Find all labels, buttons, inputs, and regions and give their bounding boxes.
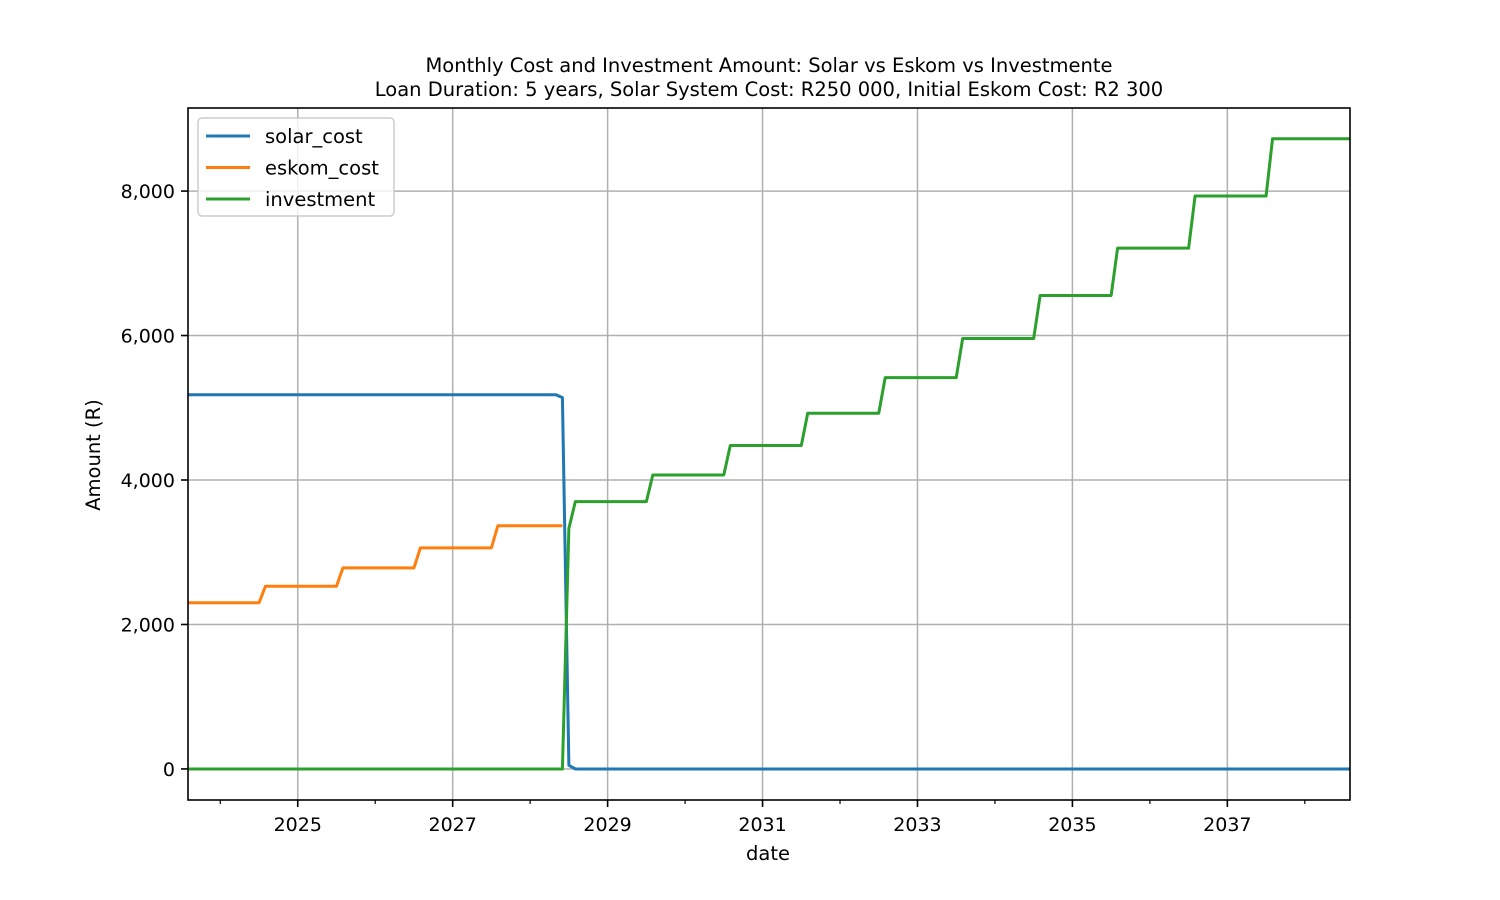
x-tick-label: 2029 — [583, 814, 631, 836]
y-tick-label: 0 — [163, 759, 175, 781]
x-tick-label: 2035 — [1048, 814, 1096, 836]
ticks-layer: 2025 2027 2029 2031 2033 2035 2037 0 2,000 4,000 6… — [121, 181, 1306, 836]
y-tick-label: 2,000 — [121, 614, 175, 636]
plot-frame — [187, 107, 1351, 801]
y-tick-label: 6,000 — [121, 326, 175, 348]
x-tick-label: 2031 — [738, 814, 786, 836]
legend-box — [197, 117, 395, 217]
legend-label-eskom-cost: eskom_cost — [265, 157, 379, 180]
x-axis-label: date — [746, 842, 790, 865]
series-layer — [188, 137, 1350, 771]
y-tick-label: 4,000 — [121, 470, 175, 492]
x-tick-label: 2025 — [274, 814, 322, 836]
series-solar-cost-line — [188, 393, 1350, 771]
legend: solar_cost eskom_cost investment — [197, 117, 395, 217]
legend-label-solar-cost: solar_cost — [265, 125, 363, 148]
y-axis-label: Amount (R) — [82, 399, 105, 511]
x-tick-label: 2027 — [428, 814, 476, 836]
series-eskom-cost-line — [188, 524, 563, 605]
chart-title: Monthly Cost and Investment Amount: Sola… — [425, 54, 1112, 77]
x-tick-label: 2033 — [893, 814, 941, 836]
series-investment-line — [188, 137, 1350, 771]
y-tick-label: 8,000 — [121, 181, 175, 203]
legend-label-investment: investment — [265, 188, 375, 211]
x-tick-label: 2037 — [1203, 814, 1251, 836]
chart-subtitle: Loan Duration: 5 years, Solar System Cos… — [375, 78, 1163, 101]
